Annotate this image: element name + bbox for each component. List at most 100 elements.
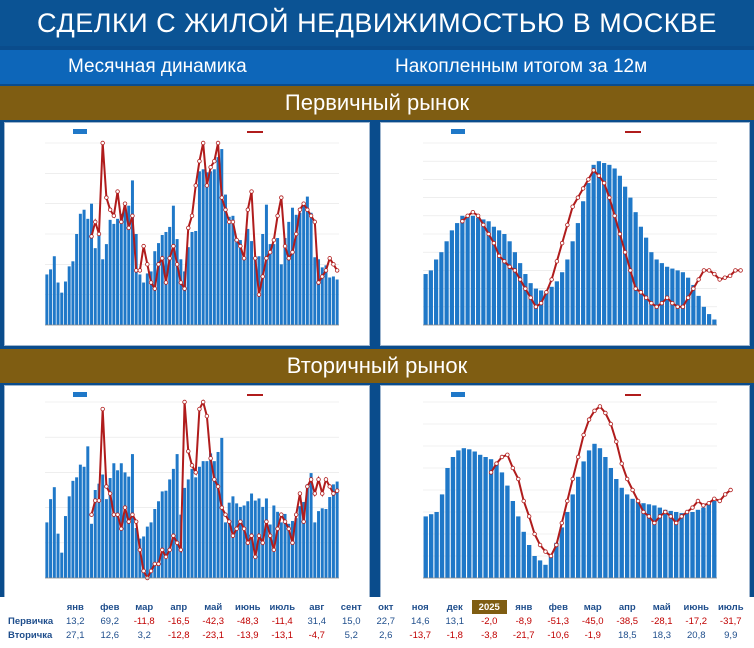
bar: [617, 175, 622, 325]
yoy-point: [305, 207, 310, 212]
bar: [305, 484, 309, 578]
yoy-point: [260, 274, 265, 279]
bar: [690, 512, 695, 578]
bar: [494, 463, 499, 578]
yoy-point: [696, 277, 701, 282]
bar: [112, 223, 116, 325]
yoy-point: [234, 237, 239, 243]
secondary-monthly-panel: [4, 385, 370, 599]
bar: [145, 526, 149, 578]
legend-bar-swatch: [73, 392, 87, 397]
bar: [138, 274, 142, 325]
yoy-point: [460, 219, 465, 224]
bar: [186, 247, 190, 325]
table-cell: 22,7: [376, 615, 396, 627]
month-header: мар: [583, 601, 602, 613]
bar: [439, 494, 445, 578]
yoy-point: [334, 488, 340, 493]
yoy-point: [717, 277, 722, 282]
yoy-point: [178, 547, 184, 553]
yoy-point: [507, 264, 512, 269]
bar: [331, 484, 335, 578]
bar: [134, 234, 138, 325]
yoy-point: [152, 286, 157, 291]
yoy-point: [264, 256, 269, 261]
bar: [93, 490, 97, 578]
yoy-point: [208, 165, 213, 170]
bar: [586, 183, 591, 325]
yoy-point: [241, 526, 247, 531]
yoy-point: [526, 514, 532, 519]
bar: [212, 461, 216, 578]
bar: [488, 459, 494, 578]
yoy-point: [523, 286, 528, 291]
yoy-point: [223, 512, 228, 517]
yoy-point: [141, 568, 146, 574]
yoy-point: [701, 503, 706, 508]
bar: [45, 274, 49, 325]
bar: [701, 507, 706, 578]
bar: [160, 235, 164, 325]
bar: [242, 257, 246, 325]
yoy-point: [137, 268, 143, 273]
yoy-point: [537, 542, 543, 548]
bar: [313, 257, 317, 325]
secondary-12m-chart: [423, 392, 733, 579]
yoy-point: [684, 509, 690, 515]
table-cell: 69,2: [100, 615, 120, 627]
yoy-point: [592, 408, 597, 413]
yoy-point: [93, 498, 98, 503]
bar: [201, 169, 205, 325]
yoy-point: [126, 519, 131, 524]
month-header: июль: [717, 601, 744, 613]
bar: [633, 212, 638, 325]
yoy-point: [204, 183, 210, 188]
bar: [268, 524, 272, 578]
bar: [649, 252, 654, 325]
bar: [78, 213, 82, 325]
bar: [253, 258, 257, 325]
secondary-market-band: Вторичный рынок: [0, 349, 754, 383]
bar: [123, 472, 127, 578]
bar: [456, 450, 461, 578]
bar: [116, 218, 120, 325]
bar: [305, 196, 309, 325]
bar: [205, 172, 209, 325]
yoy-point: [481, 222, 486, 228]
bar: [543, 564, 548, 578]
bar: [246, 228, 250, 325]
bar: [264, 498, 268, 578]
yoy-point: [212, 159, 217, 164]
bar: [142, 536, 146, 578]
bar: [423, 516, 428, 578]
bar: [505, 485, 510, 578]
bar: [680, 272, 685, 325]
yoy-point: [189, 463, 195, 468]
bar: [608, 468, 614, 578]
yoy-point: [286, 526, 291, 531]
bar: [60, 292, 64, 325]
table-cell: -51,3: [547, 615, 570, 627]
yoy-point: [486, 231, 491, 237]
bar: [335, 279, 339, 325]
yoy-point: [575, 454, 581, 460]
yoy-point: [137, 547, 143, 553]
yoy-point: [638, 290, 644, 295]
bar: [324, 265, 328, 325]
bar: [575, 223, 580, 325]
yoy-point: [475, 213, 481, 218]
table-cell: -10,6: [547, 629, 570, 641]
yoy-point: [581, 432, 586, 438]
yoy-point: [679, 514, 684, 519]
yoy-point: [253, 256, 258, 261]
bar: [119, 463, 123, 578]
bar: [67, 266, 71, 325]
bar: [695, 509, 701, 578]
bar: [67, 496, 71, 578]
bar: [116, 470, 120, 578]
bar: [461, 448, 467, 578]
yoy-point: [301, 519, 306, 524]
bar: [472, 451, 477, 578]
month-header: окт: [378, 601, 394, 613]
bar: [290, 207, 294, 325]
